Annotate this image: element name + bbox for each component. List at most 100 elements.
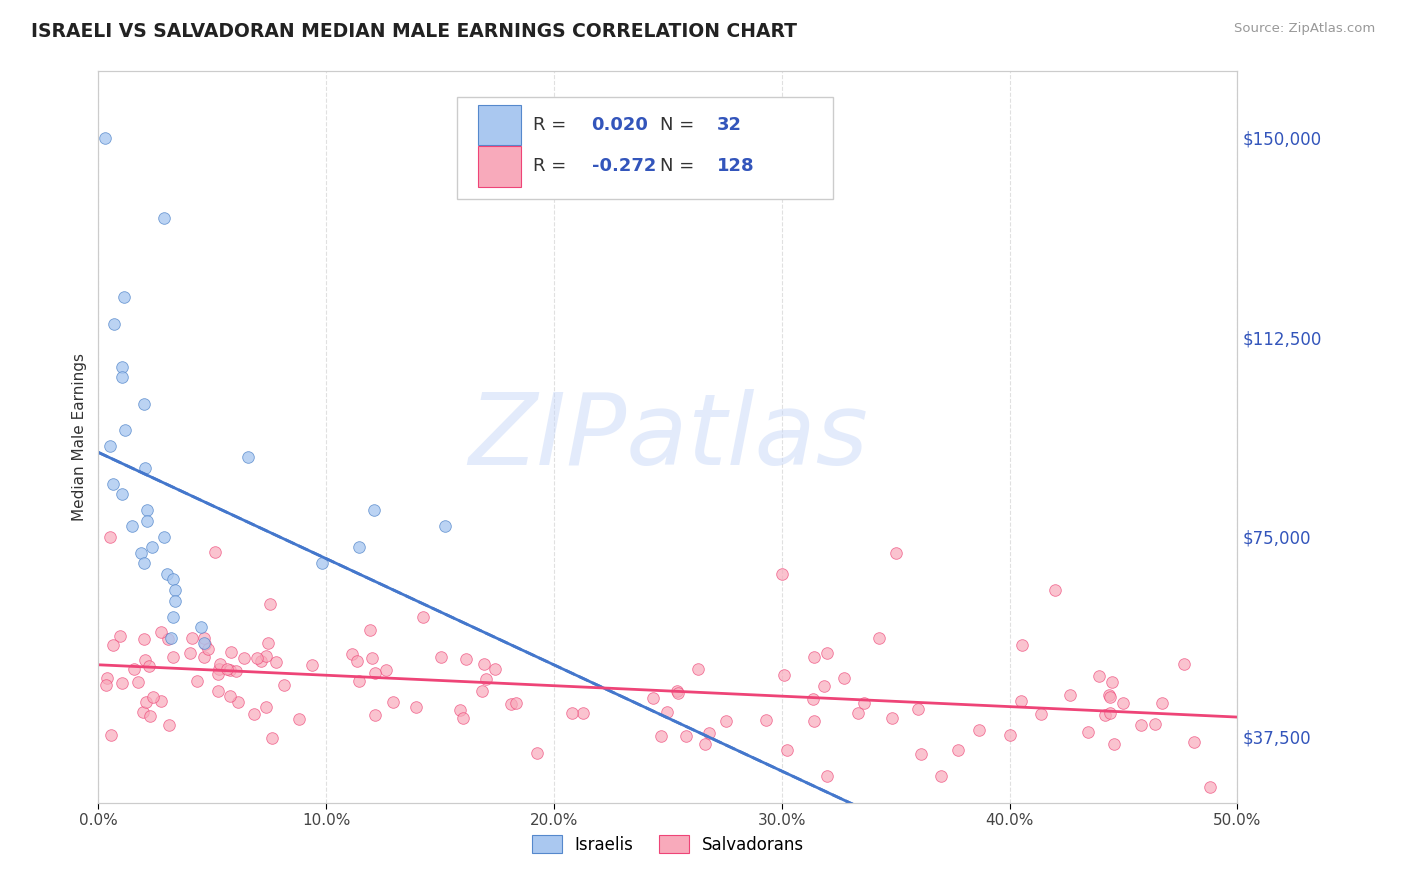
Point [817, 646, 839, 660]
Point [124, 662, 146, 676]
Point [273, 678, 295, 692]
Point [254, 648, 277, 663]
Point [832, 671, 855, 685]
Point [193, 649, 215, 664]
Point [454, 652, 477, 666]
Point [111, 359, 134, 374]
Point [501, 698, 523, 712]
Point [1198, 780, 1220, 794]
Point [208, 662, 231, 676]
Point [650, 730, 672, 744]
Point [433, 519, 456, 533]
Point [162, 609, 184, 624]
Text: -0.272: -0.272 [592, 158, 657, 176]
Point [716, 714, 738, 729]
Point [156, 567, 179, 582]
Point [884, 546, 907, 560]
Point [665, 684, 688, 698]
Point [1102, 737, 1125, 751]
Point [194, 637, 217, 651]
Point [208, 657, 231, 671]
Point [846, 706, 869, 721]
Point [134, 632, 156, 646]
Point [134, 460, 156, 475]
Point [374, 663, 396, 677]
Point [159, 631, 181, 645]
Point [773, 668, 796, 682]
Point [94, 131, 117, 145]
Point [1098, 689, 1121, 703]
Point [94, 678, 117, 692]
Point [134, 397, 156, 411]
Point [359, 624, 381, 638]
Point [134, 653, 156, 667]
Point [207, 684, 229, 698]
Point [1130, 718, 1153, 732]
Point [561, 706, 583, 720]
Point [103, 476, 125, 491]
Point [1088, 669, 1111, 683]
Point [505, 697, 527, 711]
Point [697, 725, 720, 739]
Point [112, 290, 135, 304]
Point [98, 439, 121, 453]
Text: 32: 32 [717, 116, 742, 134]
Point [686, 662, 709, 676]
Point [204, 545, 226, 559]
Point [218, 664, 240, 678]
Point [193, 636, 215, 650]
Point [451, 711, 474, 725]
Point [346, 654, 368, 668]
Point [207, 666, 229, 681]
Text: R =: R = [533, 158, 572, 176]
Point [129, 546, 152, 560]
Point [98, 530, 121, 544]
Point [1010, 694, 1032, 708]
Point [1150, 697, 1173, 711]
Point [157, 717, 180, 731]
Point [186, 673, 208, 688]
Point [135, 514, 157, 528]
Point [1143, 717, 1166, 731]
Point [803, 650, 825, 665]
Point [165, 582, 187, 597]
Point [259, 597, 281, 611]
Point [254, 700, 277, 714]
Point [157, 632, 180, 647]
Point [755, 713, 778, 727]
Point [868, 631, 890, 645]
Text: 128: 128 [717, 158, 755, 176]
Point [179, 646, 201, 660]
Point [139, 709, 162, 723]
Point [111, 370, 134, 384]
Point [108, 629, 131, 643]
Point [349, 541, 371, 555]
Point [882, 710, 904, 724]
Point [149, 694, 172, 708]
Point [1059, 688, 1081, 702]
Point [770, 567, 793, 582]
Point [1094, 707, 1116, 722]
Text: ISRAELI VS SALVADORAN MEDIAN MALE EARNINGS CORRELATION CHART: ISRAELI VS SALVADORAN MEDIAN MALE EARNIN… [31, 22, 797, 41]
Point [264, 655, 287, 669]
Point [121, 519, 143, 533]
Point [190, 620, 212, 634]
Point [219, 689, 242, 703]
Point [110, 676, 132, 690]
Point [301, 658, 323, 673]
Point [363, 665, 385, 680]
FancyBboxPatch shape [478, 104, 522, 145]
Point [193, 631, 215, 645]
Point [96, 671, 118, 685]
Text: ZIPatlas: ZIPatlas [468, 389, 868, 485]
Text: Source: ZipAtlas.com: Source: ZipAtlas.com [1234, 22, 1375, 36]
Point [405, 700, 427, 714]
Point [153, 530, 176, 544]
Text: N =: N = [659, 158, 700, 176]
Point [103, 638, 125, 652]
Point [162, 573, 184, 587]
Point [472, 657, 495, 671]
Point [910, 747, 932, 761]
Point [1182, 735, 1205, 749]
Point [127, 674, 149, 689]
